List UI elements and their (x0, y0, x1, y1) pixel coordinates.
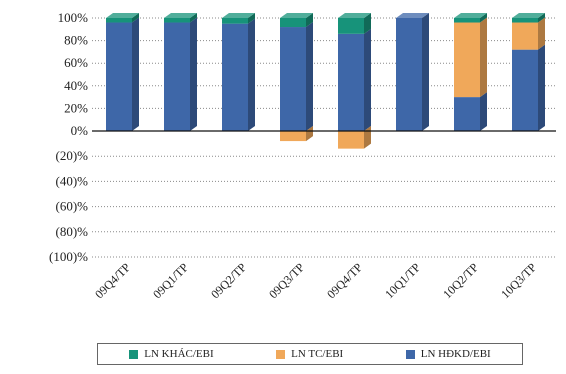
x-tick-label: 09Q3/TP (266, 260, 307, 301)
y-tick-label: 40% (64, 78, 88, 93)
bar-top-face (338, 13, 371, 18)
bar-segment (512, 18, 538, 23)
x-tick-label: 10Q2/TP (440, 260, 481, 301)
y-tick-label: 100% (58, 10, 89, 25)
bar-top-face (164, 13, 197, 18)
y-tick-label: 0% (71, 123, 89, 138)
bar-segment (222, 23, 248, 131)
bar-segment-side (306, 22, 313, 131)
bar-top-face (396, 13, 429, 18)
bar-segment-side (190, 13, 197, 23)
chart-legend: LN KHÁC/EBI LN TC/EBI LN HĐKD/EBI (97, 343, 523, 365)
legend-swatch-ln-hdkd (405, 349, 415, 359)
legend-swatch-ln-khac (129, 349, 139, 359)
legend-item-ln-khac: LN KHÁC/EBI (129, 348, 214, 360)
bar-segment (338, 18, 364, 34)
bar-segment-side (306, 13, 313, 28)
bar-top-face (106, 13, 139, 18)
bar-segment (280, 18, 306, 28)
x-tick-label: 10Q1/TP (382, 260, 423, 301)
bar-segment-side (364, 28, 371, 131)
legend-item-ln-hdkd: LN HĐKD/EBI (405, 348, 491, 360)
bar-segment (222, 18, 248, 24)
bar-segment (512, 49, 538, 131)
bar-top-face (512, 13, 545, 18)
bar-top-face (280, 13, 313, 18)
bar-segment (338, 131, 364, 149)
stacked-bar-chart: 100% 80% 60% 40% 20% 0% (20)% (40)% (60)% (80)% (1… (49, 10, 556, 301)
bar-segment (106, 22, 132, 131)
x-tick-label: 10Q3/TP (498, 260, 539, 301)
bar-segment-side (480, 17, 487, 98)
bar-segment-side (190, 17, 197, 131)
bar-segment-side (364, 13, 371, 34)
legend-label-ln-khac: LN KHÁC/EBI (144, 348, 214, 360)
bar-segment-side (306, 126, 313, 142)
bar-segment-side (248, 18, 255, 131)
y-tick-label: (80)% (56, 224, 89, 239)
bar-segment (512, 22, 538, 50)
x-tick-label: 09Q1/TP (150, 260, 191, 301)
bar-segment (396, 18, 422, 131)
y-tick-label: 80% (64, 33, 88, 48)
legend-label-ln-hdkd: LN HĐKD/EBI (420, 348, 491, 360)
x-tick-label: 09Q4/TP (324, 260, 365, 301)
bar-top-face (222, 13, 255, 18)
y-tick-label: (100)% (49, 249, 88, 264)
bar-segment (454, 97, 480, 131)
bar-segment-side (132, 17, 139, 131)
bar-segment-side (248, 13, 255, 24)
bar-top-face (454, 13, 487, 18)
legend-label-ln-tc: LN TC/EBI (291, 348, 344, 360)
legend-item-ln-tc: LN TC/EBI (276, 348, 343, 360)
y-tick-label: 20% (64, 100, 88, 115)
bar-segment-side (364, 126, 371, 149)
bar-segment-side (132, 13, 139, 23)
bar-segment-side (538, 13, 545, 23)
bar-segment-side (538, 17, 545, 50)
bar-segment (454, 22, 480, 98)
y-tick-label: (40)% (56, 173, 89, 188)
bar-segment (280, 27, 306, 131)
y-tick-label: 60% (64, 55, 88, 70)
bar-segment (280, 131, 306, 142)
legend-swatch-ln-tc (276, 349, 286, 359)
bar-segment (164, 18, 190, 23)
bar-segment (454, 18, 480, 23)
bar-segment-side (480, 13, 487, 23)
bar-segment (164, 22, 190, 131)
bar-segment-side (538, 44, 545, 131)
bar-segment-side (480, 92, 487, 131)
y-tick-label: (20)% (56, 148, 89, 163)
bar-segment-side (422, 13, 429, 131)
bar-segment (106, 18, 132, 23)
x-tick-label: 09Q2/TP (208, 260, 249, 301)
bar-segment (338, 33, 364, 131)
y-tick-label: (60)% (56, 199, 89, 214)
x-tick-label: 09Q4/TP (92, 260, 133, 301)
